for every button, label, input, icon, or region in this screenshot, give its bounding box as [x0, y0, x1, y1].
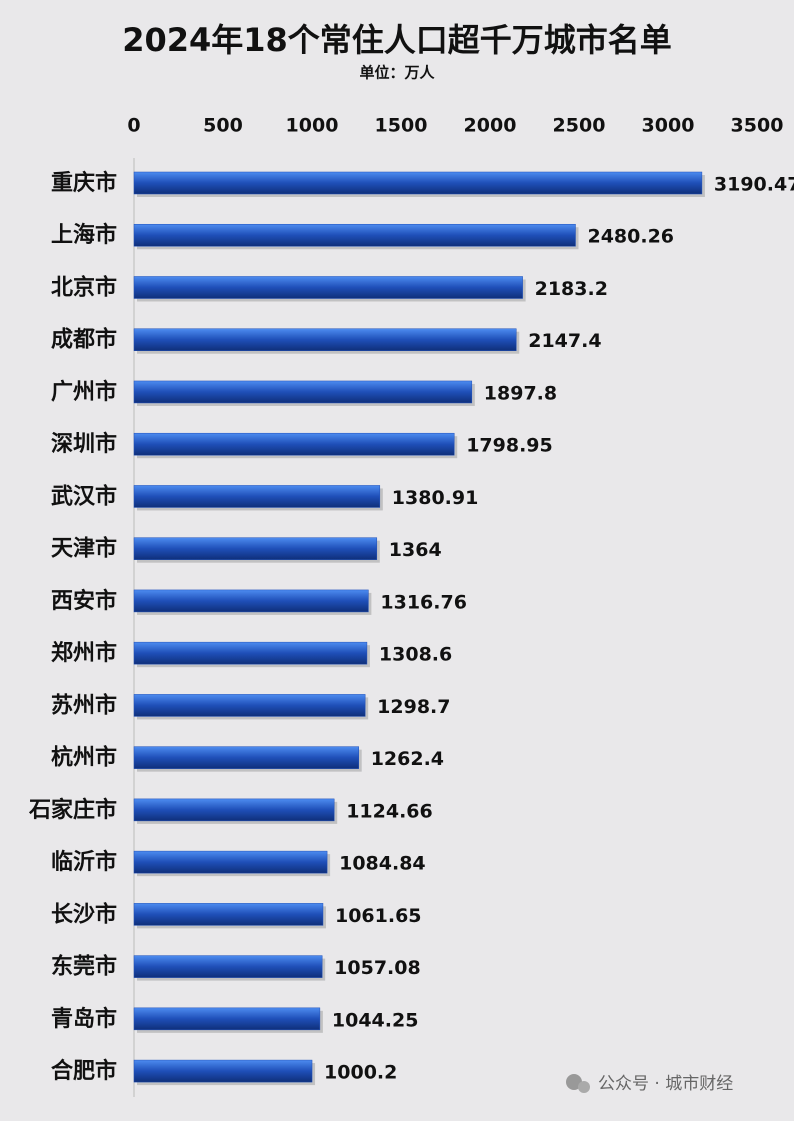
y-tick-label: 武汉市: [51, 483, 117, 509]
x-tick-label: 1500: [375, 115, 428, 137]
value-label: 1044.25: [332, 1009, 419, 1031]
y-tick-label: 深圳市: [51, 431, 117, 457]
y-tick-label: 西安市: [51, 588, 117, 614]
y-tick-label: 临沂市: [51, 849, 117, 875]
value-label: 1061.65: [335, 905, 422, 927]
value-label: 1124.66: [346, 800, 433, 822]
value-label: 1798.95: [466, 435, 553, 457]
value-label: 2480.26: [587, 226, 674, 248]
watermark: 公众号 · 城市财经: [566, 1074, 733, 1094]
bar: [133, 641, 368, 665]
bar: [133, 589, 369, 613]
bar: [133, 485, 381, 508]
bar: [133, 171, 703, 195]
y-tick-label: 上海市: [51, 222, 117, 248]
bar: [133, 276, 523, 299]
value-label: 2183.2: [535, 278, 608, 300]
x-tick-label: 1000: [286, 115, 339, 137]
bar: [133, 903, 324, 926]
value-label: 1364: [389, 539, 442, 561]
bar: [133, 1007, 321, 1031]
bar: [133, 798, 335, 822]
chart-title: 2024年18个常住人口超千万城市名单: [122, 21, 672, 59]
watermark-text: 公众号 · 城市财经: [598, 1074, 733, 1094]
bar: [133, 694, 366, 717]
y-tick-label: 合肥市: [51, 1058, 117, 1084]
y-tick-label: 成都市: [51, 327, 117, 353]
value-label: 1308.6: [379, 644, 452, 666]
bar: [133, 1059, 313, 1083]
value-label: 1000.2: [324, 1062, 397, 1084]
value-label: 1897.8: [484, 382, 557, 404]
y-tick-label: 郑州市: [51, 640, 117, 666]
bar: [133, 850, 328, 874]
bar: [133, 223, 576, 247]
x-tick-label: 3500: [731, 115, 784, 137]
value-label: 1262.4: [371, 748, 444, 770]
x-tick-label: 500: [203, 115, 243, 137]
bar: [133, 955, 323, 978]
y-tick-label: 天津市: [51, 536, 117, 562]
x-tick-label: 2000: [464, 115, 517, 137]
watermark-icon: [566, 1074, 582, 1090]
y-tick-label: 石家庄市: [28, 797, 117, 823]
y-tick-label: 东莞市: [51, 954, 117, 980]
watermark-icon: [578, 1081, 590, 1093]
bar: [133, 328, 517, 351]
y-tick-label: 广州市: [51, 379, 117, 405]
bar: [133, 537, 378, 560]
value-label: 1380.91: [392, 487, 479, 509]
value-label: 1298.7: [377, 696, 450, 718]
bar: [133, 746, 359, 769]
value-label: 3190.47: [714, 174, 794, 196]
bar: [133, 432, 455, 456]
x-tick-label: 0: [127, 115, 140, 137]
y-tick-label: 长沙市: [51, 901, 117, 927]
y-tick-label: 重庆市: [51, 170, 117, 196]
x-tick-label: 2500: [553, 115, 606, 137]
value-label: 1316.76: [380, 591, 467, 613]
value-label: 2147.4: [528, 330, 601, 352]
bar: [133, 380, 473, 404]
x-tick-label: 3000: [642, 115, 695, 137]
y-tick-label: 青岛市: [51, 1006, 117, 1032]
chart-subtitle: 单位：万人: [359, 64, 435, 82]
y-tick-label: 苏州市: [51, 692, 117, 718]
value-label: 1084.84: [339, 853, 426, 875]
y-tick-label: 北京市: [51, 274, 117, 300]
y-tick-label: 杭州市: [51, 745, 117, 771]
value-label: 1057.08: [334, 957, 421, 979]
